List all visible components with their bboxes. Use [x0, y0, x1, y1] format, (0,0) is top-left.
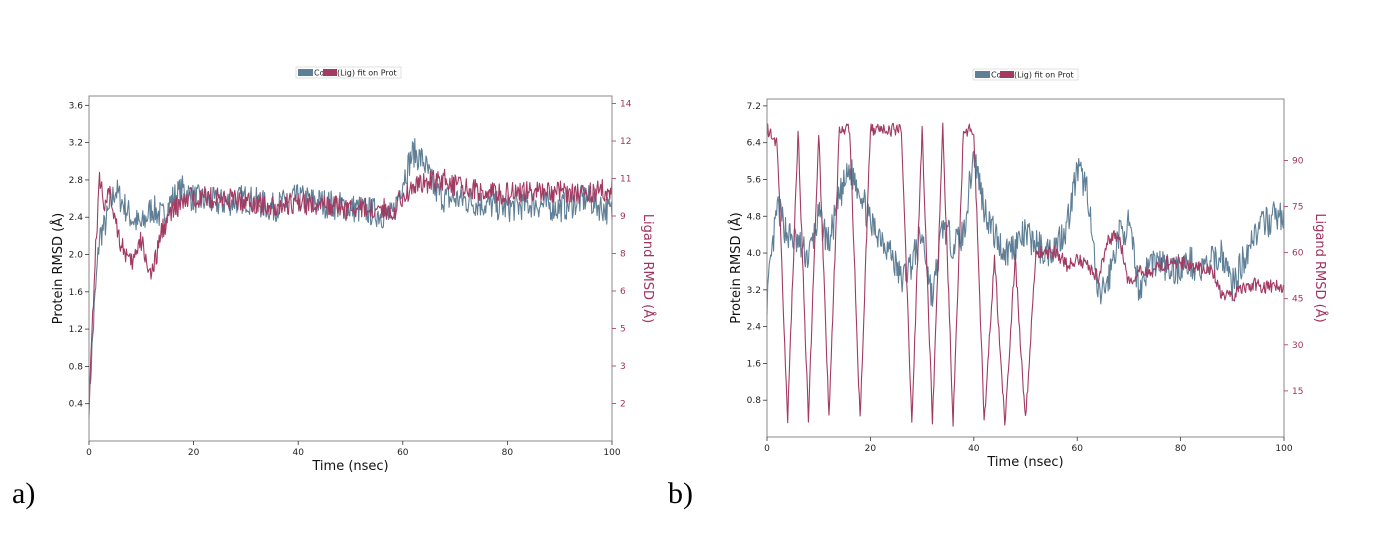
y2-tick-label: 3	[620, 362, 626, 372]
panel-label: a)	[12, 477, 35, 510]
legend-swatch-ligand	[1000, 71, 1014, 78]
y2-tick-label: 30	[1292, 341, 1304, 351]
x-tick-label: 100	[1275, 444, 1292, 454]
legend-label-protein: Cα	[991, 71, 1002, 80]
y-tick-label: 2.8	[69, 176, 84, 186]
x-tick-label: 100	[603, 448, 620, 458]
chart-panel-b: 0 20 40 60 80 100 0.8 1.6 2.4 3.2 4.0 4.8 5.6 6.4 7.2 1…	[668, 68, 1328, 510]
y-tick-label: 5.6	[747, 175, 762, 185]
y-tick-label: 3.2	[69, 139, 83, 149]
y2-tick-label: 12	[620, 137, 631, 147]
y-tick-label: 2.0	[69, 251, 84, 261]
plot-frame	[766, 98, 1285, 438]
y2-tick-label: 75	[1292, 203, 1303, 213]
x-tick-label: 40	[292, 448, 304, 458]
y-tick-label: 0.4	[69, 400, 84, 410]
legend-label-ligand: (Lig) fit on Prot	[337, 69, 397, 78]
y2-tick-label: 8	[620, 250, 626, 260]
x-tick-label: 80	[502, 448, 514, 458]
y2-axis-label: Ligand RMSD (Å)	[1312, 213, 1328, 322]
y-tick-label: 3.2	[747, 286, 761, 296]
y2-tick-label: 2	[620, 400, 626, 410]
y-tick-label: 4.0	[747, 249, 762, 259]
series-line-protein	[88, 138, 613, 419]
y-tick-label: 1.6	[747, 359, 762, 369]
y-tick-label: 1.6	[69, 288, 84, 298]
x-tick-label: 0	[764, 444, 770, 454]
series-line-ligand	[88, 168, 613, 415]
y-tick-label: 1.2	[69, 325, 83, 335]
x-tick-label: 0	[86, 448, 92, 458]
y-axis-label: Protein RMSD (Å)	[728, 212, 744, 323]
legend-box	[972, 68, 1079, 81]
y2-axis-label: Ligand RMSD (Å)	[640, 214, 656, 323]
y-tick-label: 0.8	[747, 396, 762, 406]
x-axis-label: Time (nsec)	[311, 459, 388, 474]
y2-tick-label: 11	[620, 175, 631, 185]
x-tick-label: 80	[1175, 444, 1187, 454]
y-tick-label: 2.4	[69, 213, 84, 223]
legend-box	[295, 66, 402, 79]
y2-tick-label: 60	[1292, 249, 1304, 259]
y2-tick-label: 5	[620, 325, 626, 335]
y-tick-label: 3.6	[69, 101, 84, 111]
x-tick-label: 20	[188, 448, 200, 458]
y-axis-label: Protein RMSD (Å)	[50, 213, 66, 324]
y-tick-label: 4.8	[747, 212, 762, 222]
y-tick-label: 6.4	[747, 139, 762, 149]
y2-tick-label: 45	[1292, 295, 1303, 305]
legend-swatch-ligand	[323, 69, 337, 76]
legend-label-ligand: (Lig) fit on Prot	[1014, 71, 1074, 80]
y-tick-label: 2.4	[747, 323, 762, 333]
x-tick-label: 20	[865, 444, 877, 454]
y-tick-label: 7.2	[747, 102, 761, 112]
panel-label: b)	[668, 477, 693, 510]
chart-panel-a: 0 20 40 60 80 100 0.4 0.8 1.2 1.6 2.0 2.4 2.8 3.2 3.6 2…	[12, 66, 656, 510]
legend-swatch-protein	[298, 69, 313, 76]
y-tick-label: 0.8	[69, 362, 84, 372]
series-line-ligand	[766, 122, 1285, 427]
legend-label-protein: Cα	[314, 69, 325, 78]
y2-tick-label: 6	[620, 287, 626, 297]
y2-tick-label: 15	[1292, 387, 1303, 397]
x-tick-label: 60	[1071, 444, 1083, 454]
series-line-protein	[766, 150, 1285, 316]
x-tick-label: 60	[397, 448, 409, 458]
plot-frame	[88, 95, 613, 442]
x-axis-label: Time (nsec)	[986, 455, 1063, 470]
y2-tick-label: 9	[620, 212, 626, 222]
x-tick-label: 40	[968, 444, 980, 454]
y2-tick-label: 14	[620, 100, 632, 110]
y2-tick-label: 90	[1292, 156, 1304, 166]
legend-swatch-protein	[975, 71, 990, 78]
